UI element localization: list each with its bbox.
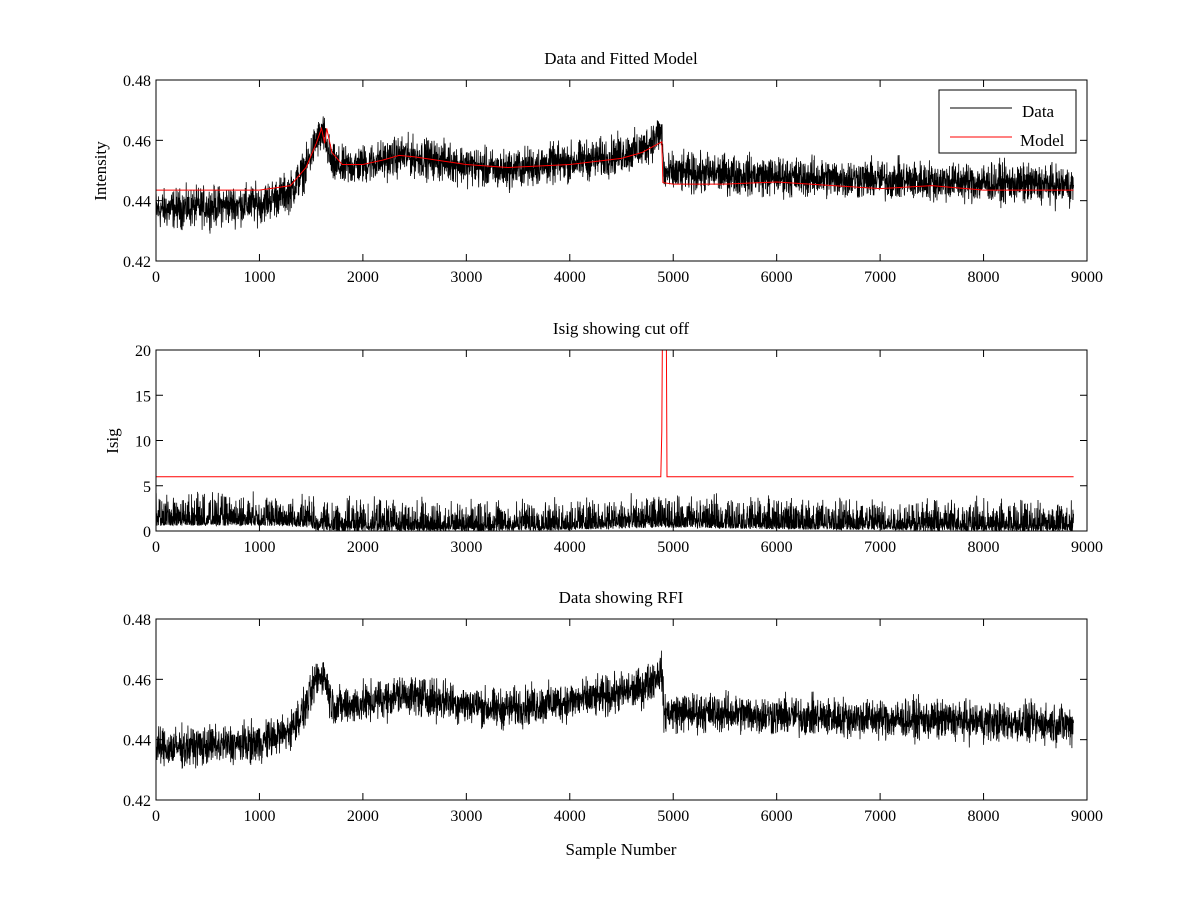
x-tick-label: 1000: [243, 539, 275, 556]
x-tick-label: 5000: [657, 539, 689, 556]
y-tick-label: 0.44: [123, 194, 151, 211]
x-tick-label: 4000: [554, 808, 586, 825]
plot-area: 0 1000 2000 3000 4000 5000 6000 7000 8000 9000 0 5 1…: [135, 343, 1103, 556]
series-line-series-0: [156, 491, 1074, 531]
axes-frame: [155, 618, 1088, 801]
x-tick-label: 3000: [450, 539, 482, 556]
x-tick-label: 7000: [864, 269, 896, 286]
x-tick-label: 3000: [450, 269, 482, 286]
panel-isig-showing-cut-off: Isig showing cut off Isig 0 1000 2000 3000 4…: [103, 319, 1103, 556]
x-tick-label: 3000: [450, 808, 482, 825]
x-tick-label: 2000: [347, 269, 379, 286]
x-tick-label: 9000: [1071, 539, 1103, 556]
x-tick-label: 0: [152, 269, 160, 286]
x-tick-label: 6000: [761, 269, 793, 286]
legend: Data Model: [938, 89, 1077, 154]
series-line-series-0: [156, 650, 1074, 769]
x-tick-label: 8000: [968, 808, 1000, 825]
x-tick-label: 0: [152, 808, 160, 825]
legend-box: [938, 89, 1077, 154]
x-tick-label: 9000: [1071, 808, 1103, 825]
x-tick-label: 8000: [968, 539, 1000, 556]
x-tick-label: 4000: [554, 539, 586, 556]
x-tick-label: 1000: [243, 808, 275, 825]
chart-title: Data and Fitted Model: [544, 49, 698, 68]
series-group: [156, 650, 1074, 769]
y-tick-label: 0.46: [123, 133, 151, 150]
x-tick-label: 6000: [761, 808, 793, 825]
plot-area: 0 1000 2000 3000 4000 5000 6000 7000 8000 9000 0.4…: [123, 73, 1103, 286]
y-tick-label: 0.42: [123, 254, 151, 271]
y-tick-label: 0.48: [123, 73, 151, 90]
legend-label-model: Model: [1020, 131, 1065, 150]
y-tick-label: 15: [135, 388, 151, 405]
y-tick-label: 0: [143, 524, 151, 541]
x-tick-label: 7000: [864, 539, 896, 556]
x-tick-label: 1000: [243, 269, 275, 286]
y-tick-label: 20: [135, 343, 151, 360]
panel-data-and-fitted-model: Data and Fitted Model Intensity 0 1000 200…: [91, 49, 1103, 286]
y-tick-label: 5: [143, 479, 151, 496]
x-tick-label: 5000: [657, 808, 689, 825]
x-tick-label: 2000: [347, 808, 379, 825]
panel-data-showing-rfi: Data showing RFI Sample Number 0 1000 2000…: [123, 588, 1103, 859]
plot-area: 0 1000 2000 3000 4000 5000 6000 7000 8000 9000 0.4…: [123, 612, 1103, 825]
y-tick-label: 0.46: [123, 672, 151, 689]
x-tick-label: 6000: [761, 539, 793, 556]
chart-title: Isig showing cut off: [553, 319, 689, 338]
series-line-model: [156, 126, 1074, 191]
y-axis-label: Intensity: [91, 141, 110, 201]
x-tick-label: 9000: [1071, 269, 1103, 286]
chart-title: Data showing RFI: [559, 588, 684, 607]
x-tick-label: 2000: [347, 539, 379, 556]
y-tick-label: 0.44: [123, 733, 151, 750]
series-group: [156, 350, 1074, 531]
x-tick-label: 7000: [864, 808, 896, 825]
x-tick-label: 4000: [554, 269, 586, 286]
legend-label-data: Data: [1022, 102, 1055, 121]
y-tick-label: 10: [135, 434, 151, 451]
x-tick-label: 5000: [657, 269, 689, 286]
x-axis-label: Sample Number: [566, 840, 677, 859]
y-axis-label: Isig: [103, 428, 122, 454]
x-tick-label: 8000: [968, 269, 1000, 286]
y-tick-label: 0.48: [123, 612, 151, 629]
axes-frame: [155, 79, 1088, 262]
y-tick-label: 0.42: [123, 793, 151, 810]
series-line-series-1: [156, 350, 1074, 478]
x-tick-label: 0: [152, 539, 160, 556]
series-group: [156, 116, 1074, 234]
